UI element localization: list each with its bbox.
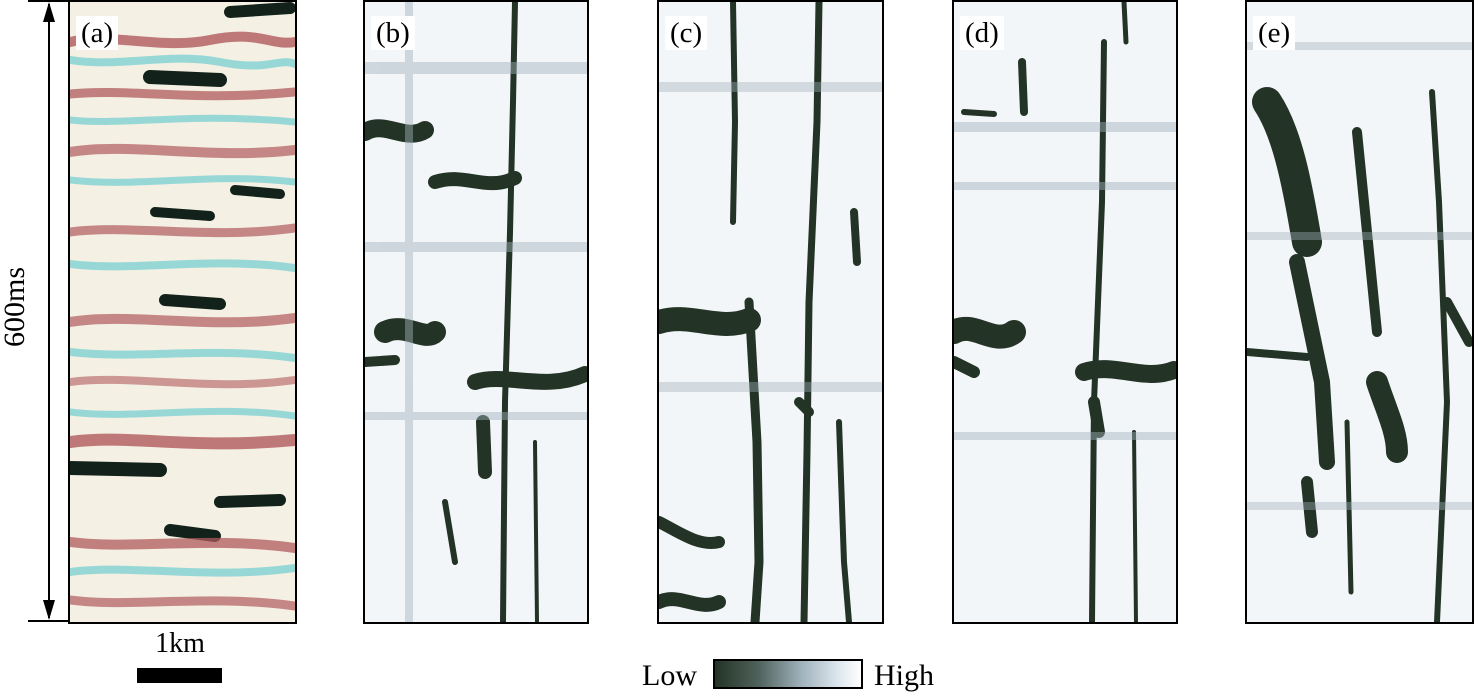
seismic-section-image [70, 2, 295, 611]
colorbar-high-label: High [874, 659, 934, 692]
seismic-panel-a: (a) [68, 0, 297, 624]
time-scale-label: 600ms [0, 267, 31, 348]
colorbar [713, 659, 863, 689]
attribute-panel-b: (b) [363, 0, 589, 624]
panel-label-e: (e) [1253, 16, 1296, 50]
attribute-panel-d: (d) [952, 0, 1178, 624]
attribute-section-image-c [659, 2, 882, 622]
panel-label-d: (d) [960, 16, 1004, 50]
attribute-section-image-d [954, 2, 1176, 622]
distance-scale-label: 1km [155, 628, 205, 659]
panel-label-c: (c) [665, 16, 708, 50]
attribute-panel-c: (c) [657, 0, 884, 624]
distance-scale-bar [137, 668, 222, 683]
panel-label-b: (b) [371, 16, 415, 50]
panel-label-a: (a) [76, 16, 119, 50]
attribute-section-image-e [1247, 42, 1472, 622]
attribute-panel-e: (e) [1245, 0, 1474, 624]
time-scale-arrow [28, 0, 70, 622]
colorbar-low-label: Low [642, 659, 697, 692]
attribute-section-image-b [365, 2, 587, 622]
